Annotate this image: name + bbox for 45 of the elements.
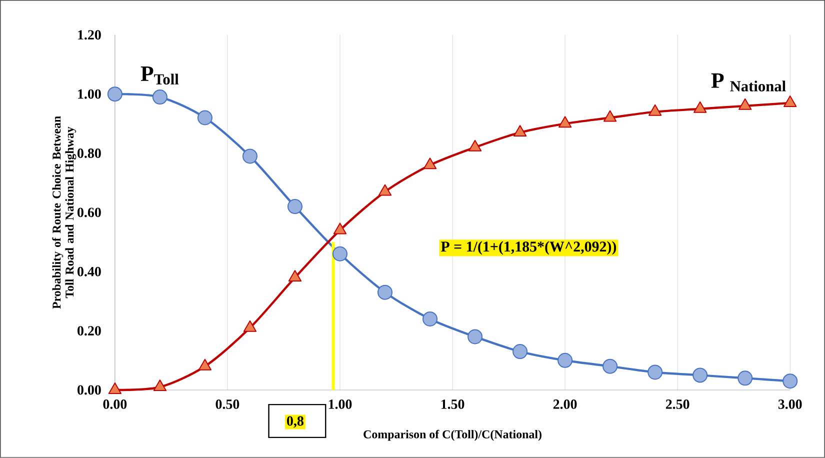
x-tick-label: 1.50	[441, 400, 464, 410]
point	[648, 364, 663, 380]
point	[512, 344, 528, 360]
point	[333, 222, 347, 234]
point	[692, 368, 708, 383]
y-tick-label: 0.60	[78, 208, 101, 218]
point	[287, 199, 302, 214]
y-tick-label: 0.40	[78, 266, 101, 276]
text: 0,8	[287, 416, 304, 428]
series-label: P $_{National}$	[711, 73, 786, 92]
point	[468, 329, 483, 344]
y-axis-title: Probability of Route Choice Betwean Toll Road and National Highway	[52, 116, 76, 309]
point	[422, 312, 438, 327]
series-label: P$_{Toll}$	[140, 66, 179, 85]
point	[648, 104, 662, 116]
y-tick-label: 1.00	[78, 89, 101, 99]
x-tick-label: 3.00	[778, 400, 802, 410]
y-tick-label: 1.20	[78, 30, 101, 40]
x-tick-label: 2.00	[553, 400, 577, 410]
point	[513, 125, 527, 137]
y-tick-label: 0.20	[78, 326, 101, 336]
point	[332, 246, 348, 262]
x-tick-label: 1.00	[328, 400, 352, 410]
x-tick-label: 2.50	[666, 400, 690, 410]
point	[694, 101, 707, 113]
point	[738, 98, 752, 110]
annotation: P = 1/(1+(1,185*(W^2,092))	[440, 241, 616, 255]
point	[423, 158, 437, 170]
x-tick-label: 0.50	[216, 400, 240, 410]
point	[738, 370, 753, 386]
point	[558, 352, 573, 368]
point	[378, 284, 392, 300]
point	[242, 148, 258, 164]
y-tick-label: 0.00	[78, 385, 101, 395]
point	[378, 184, 392, 196]
point	[603, 110, 617, 122]
x-tick-label: 0.00	[103, 400, 127, 410]
point	[468, 140, 482, 152]
point	[288, 270, 302, 282]
y-tick-label: 0.80	[78, 148, 101, 158]
point	[558, 116, 572, 128]
point	[782, 374, 798, 389]
point	[784, 95, 797, 107]
x-axis-title: Comparison of C(Toll)/C(National)	[364, 430, 542, 441]
point	[602, 358, 618, 374]
